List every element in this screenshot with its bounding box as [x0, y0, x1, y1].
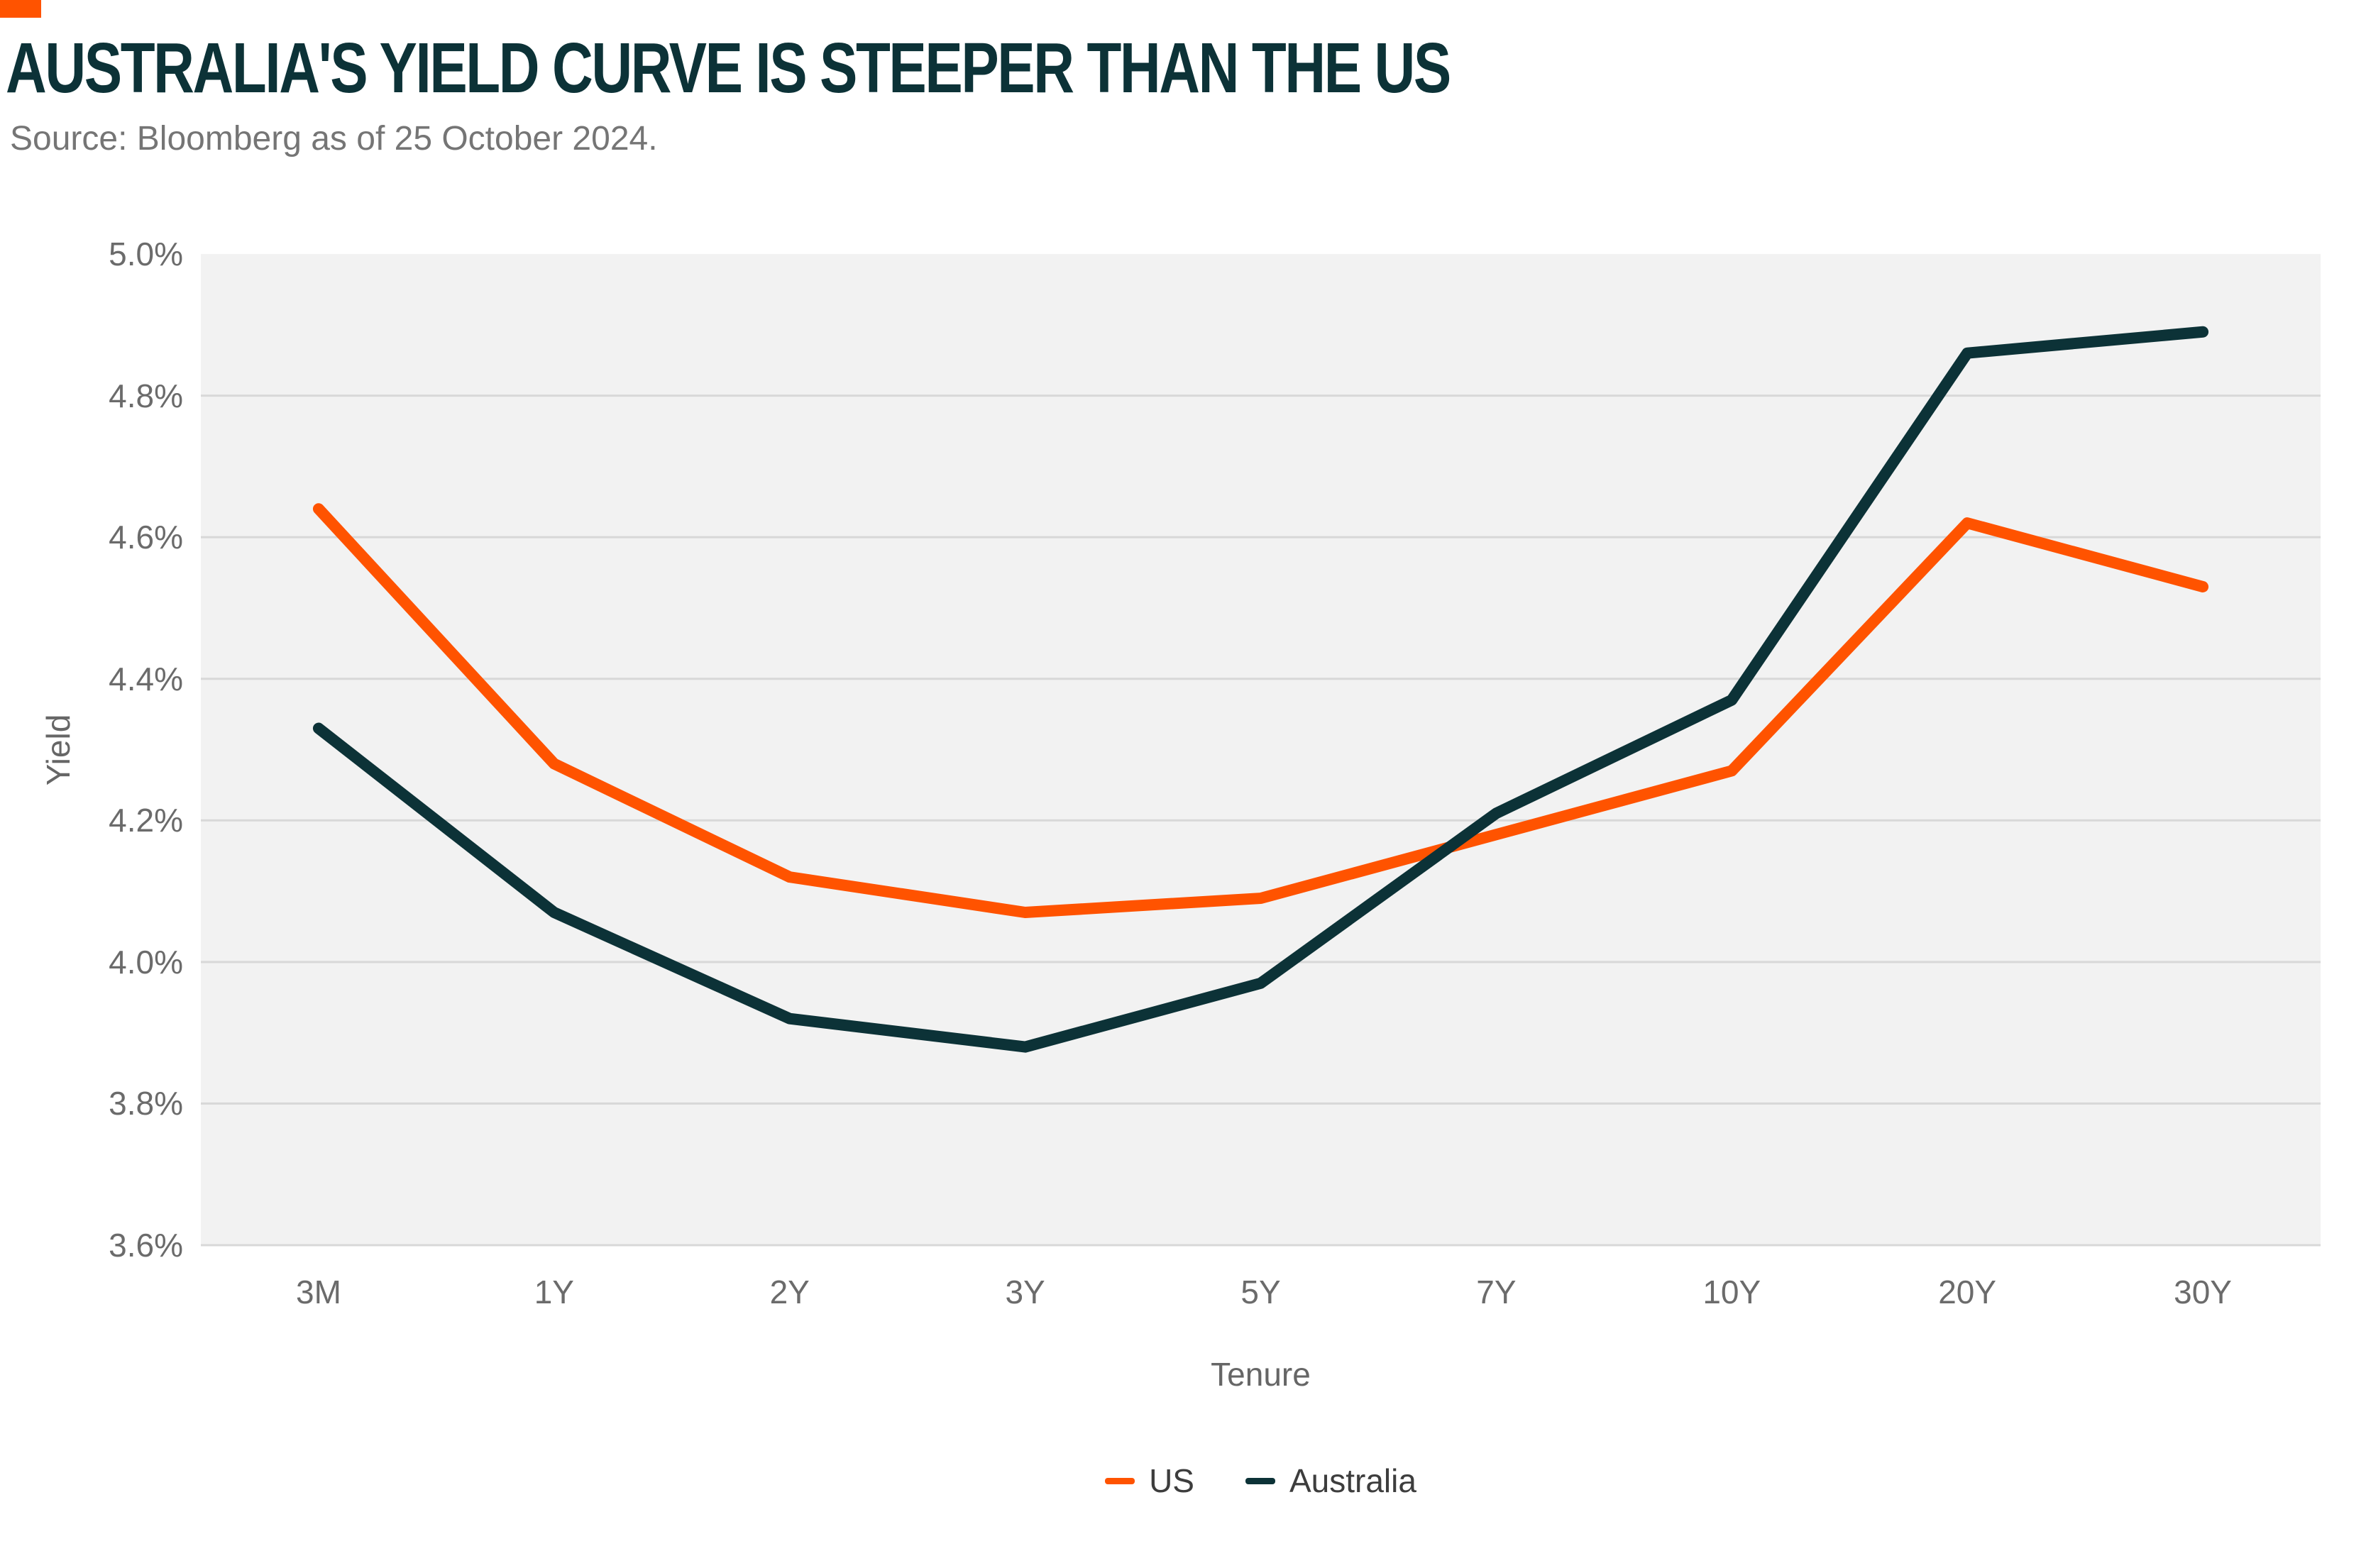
y-tick-label: 4.6% [109, 519, 183, 556]
y-tick-label: 4.0% [109, 943, 183, 981]
y-tick-label: 3.8% [109, 1085, 183, 1122]
page-title: AUSTRALIA'S YIELD CURVE IS STEEPER THAN … [6, 28, 1451, 108]
x-axis-title: Tenure [1211, 1356, 1311, 1393]
legend-item-us: US [1105, 1462, 1194, 1500]
chart-legend: US Australia [201, 1462, 2321, 1500]
x-tick-label: 20Y [1938, 1274, 1997, 1310]
legend-label-australia: Australia [1289, 1462, 1416, 1499]
x-tick-label: 3M [295, 1274, 341, 1310]
x-tick-label: 1Y [534, 1274, 574, 1310]
y-tick-label: 5.0% [109, 236, 183, 272]
australia-line [312, 326, 2209, 1053]
source-note: Source: Bloomberg as of 25 October 2024. [10, 120, 658, 158]
plot-area [201, 254, 2321, 1245]
us-line [312, 503, 2209, 919]
y-tick-label: 4.4% [109, 660, 183, 697]
y-tick-label: 4.8% [109, 377, 183, 414]
legend-label-us: US [1149, 1462, 1194, 1499]
x-tick-label: 3Y [1005, 1274, 1045, 1310]
brand-accent-block [0, 0, 41, 18]
x-tick-label: 10Y [1702, 1274, 1761, 1310]
x-tick-label: 30Y [2174, 1274, 2232, 1310]
x-tick-label: 2Y [769, 1274, 810, 1310]
y-tick-label: 4.2% [109, 802, 183, 839]
us-line-marker-icon [1105, 1477, 1135, 1484]
series-lines [312, 326, 2209, 1053]
legend-item-australia: Australia [1245, 1462, 1416, 1500]
australia-line-marker-icon [1245, 1477, 1275, 1484]
x-tick-label: 7Y [1476, 1274, 1517, 1310]
y-tick-label: 3.6% [109, 1227, 183, 1264]
y-axis-title: Yield [40, 714, 77, 785]
gridlines [201, 394, 2321, 1247]
x-tick-label: 5Y [1240, 1274, 1281, 1310]
